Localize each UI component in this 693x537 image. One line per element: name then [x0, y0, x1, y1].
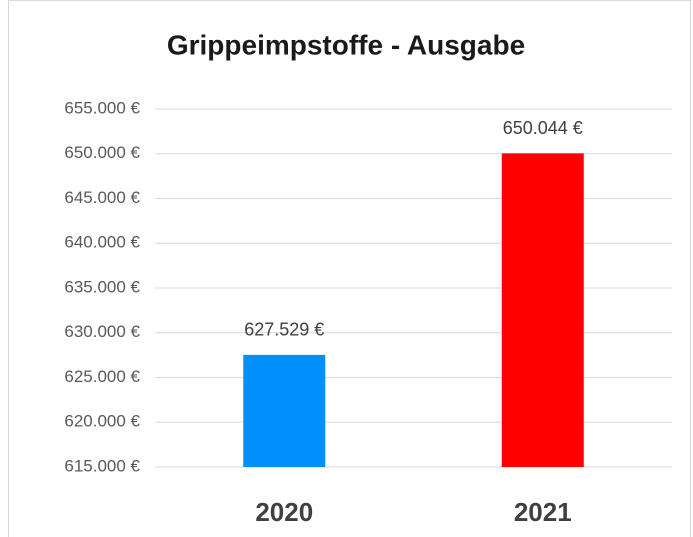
y-tick-label: 635.000 € — [64, 277, 140, 296]
data-label: 650.044 € — [503, 118, 583, 138]
x-tick-label: 2020 — [255, 497, 313, 527]
y-tick-label: 630.000 € — [64, 322, 140, 341]
y-tick-label: 650.000 € — [64, 143, 140, 162]
bar — [243, 354, 326, 467]
chart-title: Grippeimpstoffe - Ausgabe — [167, 29, 525, 60]
data-label: 627.529 € — [244, 320, 324, 340]
y-tick-label: 620.000 € — [64, 412, 140, 431]
y-tick-label: 625.000 € — [64, 367, 140, 386]
x-tick-label: 2021 — [514, 497, 572, 527]
y-tick-label: 645.000 € — [64, 188, 140, 207]
y-tick-label: 640.000 € — [64, 233, 140, 252]
y-tick-label: 615.000 € — [64, 456, 140, 475]
y-tick-label: 655.000 € — [64, 98, 140, 117]
bar — [501, 153, 584, 467]
